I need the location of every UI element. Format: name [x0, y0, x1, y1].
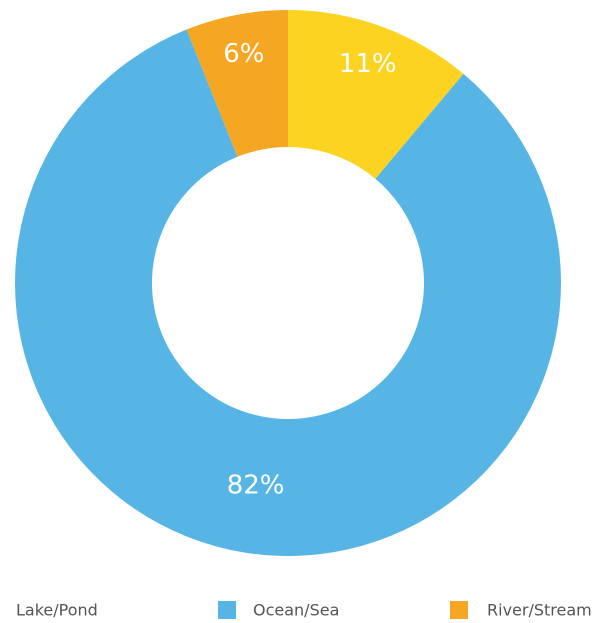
slice-label-lake-pond: 11%: [339, 49, 397, 79]
slice-label-ocean-sea: 82%: [227, 470, 285, 500]
donut-hole: [152, 147, 424, 419]
legend-label-river-stream: River/Stream: [487, 601, 592, 620]
slice-label-river-stream: 6%: [223, 39, 264, 69]
slice-labels: 11% 82% 6%: [223, 39, 396, 500]
chart-legend: Lake/Pond Ocean/Sea River/Stream: [16, 601, 592, 620]
legend-label-ocean-sea: Ocean/Sea: [253, 601, 339, 620]
legend-swatch-ocean-sea: [218, 601, 236, 619]
legend-label-lake-pond: Lake/Pond: [16, 601, 98, 620]
legend-swatch-river-stream: [450, 601, 468, 619]
